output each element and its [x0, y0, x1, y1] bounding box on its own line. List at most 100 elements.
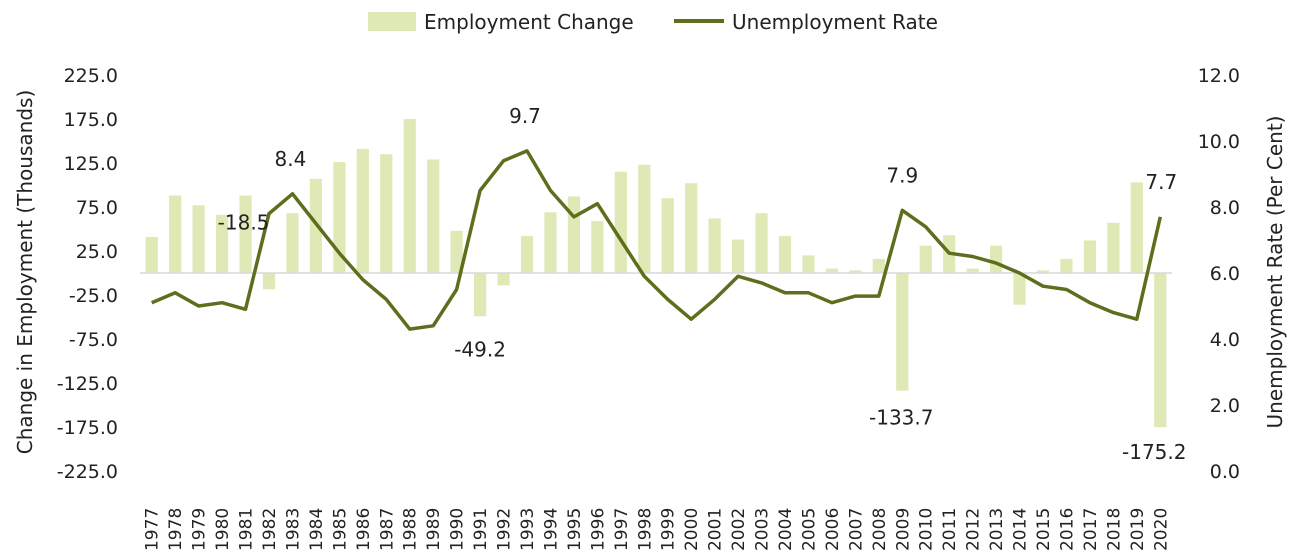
bar-1998 — [638, 164, 651, 273]
bar-2020 — [1154, 273, 1167, 428]
x-tick-label: 2017 — [1081, 508, 1101, 551]
left-axis-ticks: 225.0 175.0 125.0 75.0 25.0 -25.0 -75.0 -125.0 -… — [57, 65, 118, 483]
right-tick-label: 0.0 — [1210, 461, 1240, 483]
x-tick-label: 2006 — [823, 508, 843, 551]
x-tick-label: 2019 — [1128, 508, 1148, 551]
x-tick-label: 1982 — [260, 508, 280, 551]
y-axis-right-title: Unemployment Rate (Per Cent) — [1263, 116, 1287, 429]
bar-2000 — [685, 183, 698, 273]
bar-2010 — [919, 245, 932, 273]
data-label-1981: -18.5 — [218, 211, 270, 235]
x-tick-label: 2010 — [917, 508, 937, 551]
bar-1978 — [169, 195, 182, 273]
legend-label-employment-change: Employment Change — [424, 10, 634, 34]
left-tick-label: -75.0 — [69, 329, 118, 351]
x-tick-label: 2008 — [870, 508, 890, 551]
bar-1980 — [215, 214, 229, 273]
x-tick-label: 1985 — [330, 508, 350, 551]
x-tick-label: 1977 — [143, 508, 163, 551]
bar-1983 — [286, 213, 299, 273]
y-axis-left-title: Change in Employment (Thousands) — [13, 90, 37, 455]
bar-2003 — [755, 213, 768, 273]
x-tick-label: 2001 — [706, 508, 726, 551]
bar-1993 — [520, 236, 534, 273]
legend: Employment Change Unemployment Rate — [368, 10, 938, 34]
left-tick-label: 75.0 — [76, 197, 118, 219]
bar-2008 — [872, 258, 885, 273]
right-tick-label: 12.0 — [1198, 65, 1240, 87]
x-tick-label: 1998 — [635, 508, 655, 551]
bar-1979 — [192, 205, 205, 273]
bar-1995 — [567, 196, 581, 273]
x-tick-label: 2000 — [682, 508, 702, 551]
x-tick-label: 2009 — [893, 508, 913, 551]
bar-2016 — [1060, 258, 1073, 273]
bar-1990 — [450, 230, 463, 273]
right-tick-label: 6.0 — [1210, 263, 1240, 285]
x-tick-label: 1995 — [565, 508, 585, 551]
bar-2014 — [1013, 273, 1026, 305]
bar-2018 — [1107, 222, 1120, 273]
x-tick-label: 1980 — [213, 508, 233, 551]
x-axis-ticks: 1977 1978 1979 1980 1981 1982 1983 1984 1985 1986… — [143, 508, 1172, 551]
x-tick-label: 1984 — [307, 508, 327, 551]
x-tick-label: 1996 — [588, 508, 608, 551]
x-tick-label: 2013 — [987, 508, 1007, 551]
bar-1987 — [380, 154, 393, 273]
x-tick-label: 2011 — [940, 508, 960, 551]
right-tick-label: 10.0 — [1198, 131, 1240, 153]
bar-2019 — [1130, 182, 1143, 273]
bar-2017 — [1083, 240, 1097, 273]
x-tick-label: 2018 — [1104, 508, 1124, 551]
x-tick-label: 1987 — [377, 508, 397, 551]
left-tick-label: 175.0 — [64, 109, 118, 131]
x-tick-label: 1989 — [424, 508, 444, 551]
bar-1977 — [145, 236, 158, 273]
x-tick-label: 1988 — [401, 508, 421, 551]
x-tick-label: 2003 — [753, 508, 773, 551]
bar-series-employment-change — [145, 119, 1167, 428]
x-tick-label: 1993 — [518, 508, 538, 551]
x-tick-label: 2020 — [1151, 508, 1171, 551]
x-tick-label: 2012 — [964, 508, 984, 551]
x-tick-label: 1991 — [471, 508, 491, 551]
bar-1982 — [262, 273, 276, 290]
x-tick-label: 2015 — [1034, 508, 1054, 551]
data-label-2009: 7.9 — [886, 163, 918, 187]
x-tick-label: 1992 — [495, 508, 515, 551]
x-tick-label: 1981 — [237, 508, 257, 551]
data-label-2020: 7.7 — [1145, 170, 1177, 194]
data-annotations: -18.5 8.4 -49.2 9.7 7.9 -133.7 7.7 -175.2 — [218, 104, 1187, 464]
bar-2009 — [896, 273, 909, 391]
bar-2012 — [966, 268, 979, 273]
left-tick-label: -175.0 — [57, 417, 118, 439]
left-tick-label: 225.0 — [64, 65, 118, 87]
x-tick-label: 1997 — [612, 508, 632, 551]
left-tick-label: 25.0 — [76, 241, 118, 263]
data-label-1993: 9.7 — [509, 104, 541, 128]
x-tick-label: 1983 — [283, 508, 303, 551]
legend-swatch-employment-change — [368, 12, 416, 31]
left-tick-label: -225.0 — [57, 461, 118, 483]
left-tick-label: 125.0 — [64, 153, 118, 175]
right-tick-label: 2.0 — [1210, 395, 1240, 417]
data-label-1983: 8.4 — [275, 147, 307, 171]
x-tick-label: 1978 — [166, 508, 186, 551]
right-axis-ticks: 12.0 10.0 8.0 6.0 4.0 2.0 0.0 — [1198, 65, 1240, 483]
bar-2015 — [1036, 270, 1050, 273]
bar-1985 — [333, 162, 346, 273]
bar-1981 — [239, 195, 252, 273]
bar-1996 — [591, 221, 604, 273]
bar-2002 — [731, 239, 745, 273]
x-tick-label: 2016 — [1057, 508, 1077, 551]
x-tick-label: 1994 — [541, 508, 561, 551]
bar-1991 — [473, 273, 487, 317]
legend-label-unemployment-rate: Unemployment Rate — [732, 10, 938, 34]
x-tick-label: 2004 — [776, 508, 796, 551]
bar-2013 — [989, 245, 1003, 273]
x-tick-label: 2007 — [846, 508, 866, 551]
x-tick-label: 1986 — [354, 508, 374, 551]
left-tick-label: -125.0 — [57, 373, 118, 395]
bar-1988 — [403, 119, 416, 273]
bar-2006 — [825, 268, 839, 273]
